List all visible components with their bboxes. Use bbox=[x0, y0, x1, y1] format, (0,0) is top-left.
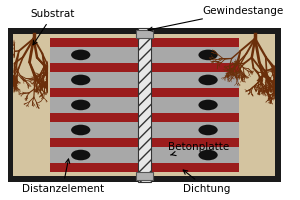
Bar bbox=[151, 138, 239, 147]
Ellipse shape bbox=[71, 100, 90, 110]
Bar bbox=[50, 47, 138, 63]
Bar bbox=[50, 63, 138, 72]
Bar bbox=[151, 97, 239, 113]
Bar bbox=[136, 30, 153, 38]
Text: Dichtung: Dichtung bbox=[183, 170, 231, 194]
Ellipse shape bbox=[199, 125, 218, 135]
Bar bbox=[50, 163, 138, 172]
Bar bbox=[151, 163, 239, 172]
Text: Gewindestange: Gewindestange bbox=[148, 6, 284, 31]
Bar bbox=[151, 38, 239, 47]
Bar bbox=[151, 113, 239, 122]
Ellipse shape bbox=[71, 75, 90, 85]
Bar bbox=[138, 28, 151, 182]
Bar bbox=[136, 172, 153, 180]
Bar bbox=[50, 138, 138, 147]
Bar bbox=[151, 72, 239, 88]
Ellipse shape bbox=[199, 100, 218, 110]
Bar bbox=[151, 63, 239, 72]
Bar bbox=[50, 97, 138, 113]
Bar bbox=[151, 147, 239, 163]
Text: Distanzelement: Distanzelement bbox=[22, 159, 103, 194]
Text: Betonplatte: Betonplatte bbox=[169, 142, 230, 156]
Bar bbox=[50, 38, 138, 47]
Bar bbox=[50, 88, 138, 97]
Bar bbox=[50, 72, 138, 88]
Bar bbox=[151, 122, 239, 138]
Bar bbox=[50, 122, 138, 138]
Ellipse shape bbox=[71, 150, 90, 160]
Ellipse shape bbox=[199, 150, 218, 160]
Ellipse shape bbox=[199, 50, 218, 60]
Bar bbox=[14, 34, 275, 176]
Ellipse shape bbox=[71, 125, 90, 135]
Bar bbox=[8, 28, 281, 182]
Bar bbox=[151, 47, 239, 63]
Ellipse shape bbox=[71, 50, 90, 60]
Bar bbox=[50, 147, 138, 163]
Ellipse shape bbox=[199, 75, 218, 85]
Bar bbox=[50, 113, 138, 122]
Bar bbox=[151, 88, 239, 97]
Text: Substrat: Substrat bbox=[31, 9, 75, 45]
